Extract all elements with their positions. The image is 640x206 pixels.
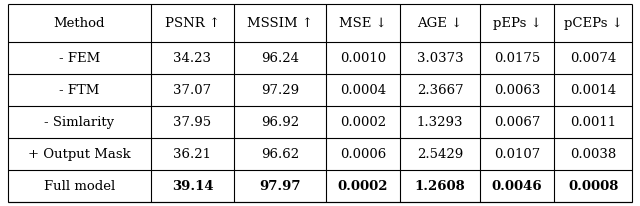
- Text: 0.0008: 0.0008: [568, 180, 618, 193]
- Text: 0.0006: 0.0006: [340, 148, 386, 161]
- Text: 2.3667: 2.3667: [417, 84, 463, 97]
- Text: 97.97: 97.97: [259, 180, 301, 193]
- Text: AGE ↓: AGE ↓: [417, 16, 463, 29]
- Text: 0.0011: 0.0011: [570, 116, 616, 129]
- Text: - FEM: - FEM: [59, 52, 100, 65]
- Text: 2.5429: 2.5429: [417, 148, 463, 161]
- Text: 96.24: 96.24: [261, 52, 299, 65]
- Text: Method: Method: [54, 16, 105, 29]
- Text: - FTM: - FTM: [59, 84, 99, 97]
- Text: 37.95: 37.95: [173, 116, 212, 129]
- Text: 37.07: 37.07: [173, 84, 212, 97]
- Text: 34.23: 34.23: [173, 52, 211, 65]
- Text: Full model: Full model: [44, 180, 115, 193]
- Text: 97.29: 97.29: [261, 84, 299, 97]
- Text: 1.3293: 1.3293: [417, 116, 463, 129]
- Text: 0.0002: 0.0002: [338, 180, 388, 193]
- Text: 0.0046: 0.0046: [492, 180, 542, 193]
- Text: 0.0014: 0.0014: [570, 84, 616, 97]
- Text: 39.14: 39.14: [172, 180, 213, 193]
- Text: 0.0063: 0.0063: [494, 84, 540, 97]
- Text: 0.0175: 0.0175: [494, 52, 540, 65]
- Text: 0.0010: 0.0010: [340, 52, 386, 65]
- Text: pEPs ↓: pEPs ↓: [493, 16, 541, 29]
- Text: - Simlarity: - Simlarity: [44, 116, 115, 129]
- Text: 0.0107: 0.0107: [494, 148, 540, 161]
- Text: 0.0038: 0.0038: [570, 148, 616, 161]
- Text: 0.0002: 0.0002: [340, 116, 386, 129]
- Text: 36.21: 36.21: [173, 148, 211, 161]
- Text: pCEPs ↓: pCEPs ↓: [564, 16, 623, 29]
- Text: + Output Mask: + Output Mask: [28, 148, 131, 161]
- Text: MSE ↓: MSE ↓: [339, 16, 387, 29]
- Text: MSSIM ↑: MSSIM ↑: [247, 16, 313, 29]
- Text: 0.0067: 0.0067: [494, 116, 540, 129]
- Text: 0.0074: 0.0074: [570, 52, 616, 65]
- Text: 1.2608: 1.2608: [415, 180, 465, 193]
- Text: 3.0373: 3.0373: [417, 52, 463, 65]
- Text: 0.0004: 0.0004: [340, 84, 386, 97]
- Text: 96.92: 96.92: [261, 116, 299, 129]
- Text: 96.62: 96.62: [261, 148, 299, 161]
- Text: PSNR ↑: PSNR ↑: [165, 16, 220, 29]
